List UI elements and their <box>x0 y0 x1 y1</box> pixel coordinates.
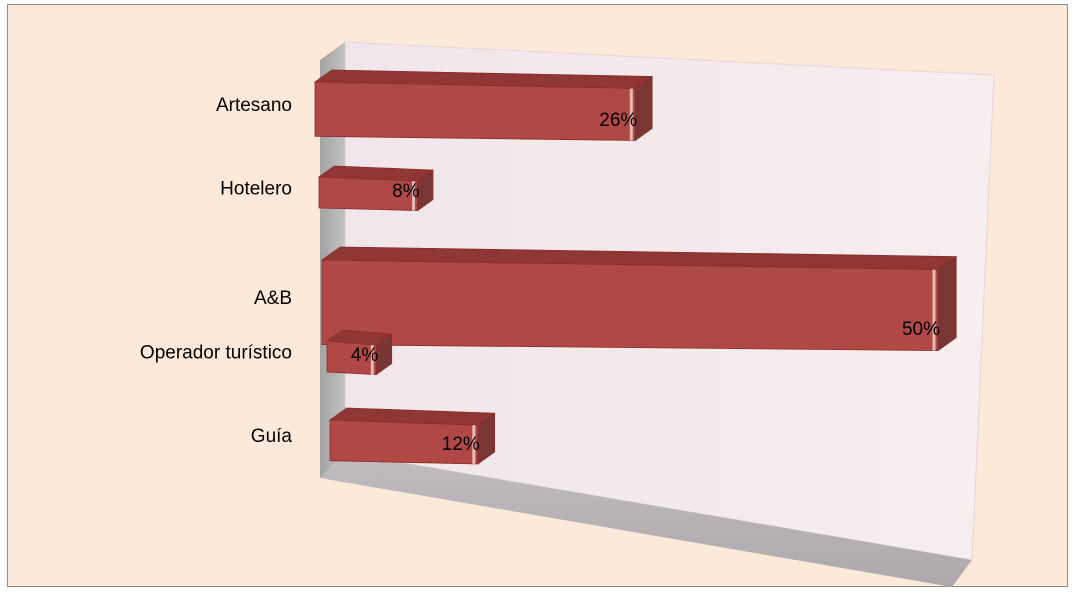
data-label-2: 8% <box>392 181 420 202</box>
bar-series <box>313 69 958 465</box>
bar-side-1 <box>634 75 653 142</box>
category-label-2: Hotelero <box>220 179 292 200</box>
category-label-1: Artesano <box>216 95 292 116</box>
bar-side-4 <box>375 333 393 376</box>
bar-side-5 <box>477 412 496 465</box>
bar-3 <box>321 259 939 352</box>
data-label-4: 4% <box>351 345 379 366</box>
bar-side-2 <box>417 169 434 212</box>
data-labels: 26% 8% 50% 4% 12% <box>351 110 940 455</box>
category-label-5: Guía <box>251 426 293 447</box>
data-label-5: 12% <box>442 434 480 455</box>
bar-1 <box>314 81 636 141</box>
category-label-4: Operador turístico <box>140 343 292 364</box>
data-label-3: 50% <box>902 319 940 340</box>
category-label-3: A&B <box>254 288 292 309</box>
data-label-1: 26% <box>599 110 637 131</box>
category-axis-labels: Artesano Hotelero A&B Operador turístico Guí… <box>140 95 292 447</box>
bar-side-3 <box>937 255 957 352</box>
floor <box>320 453 972 587</box>
